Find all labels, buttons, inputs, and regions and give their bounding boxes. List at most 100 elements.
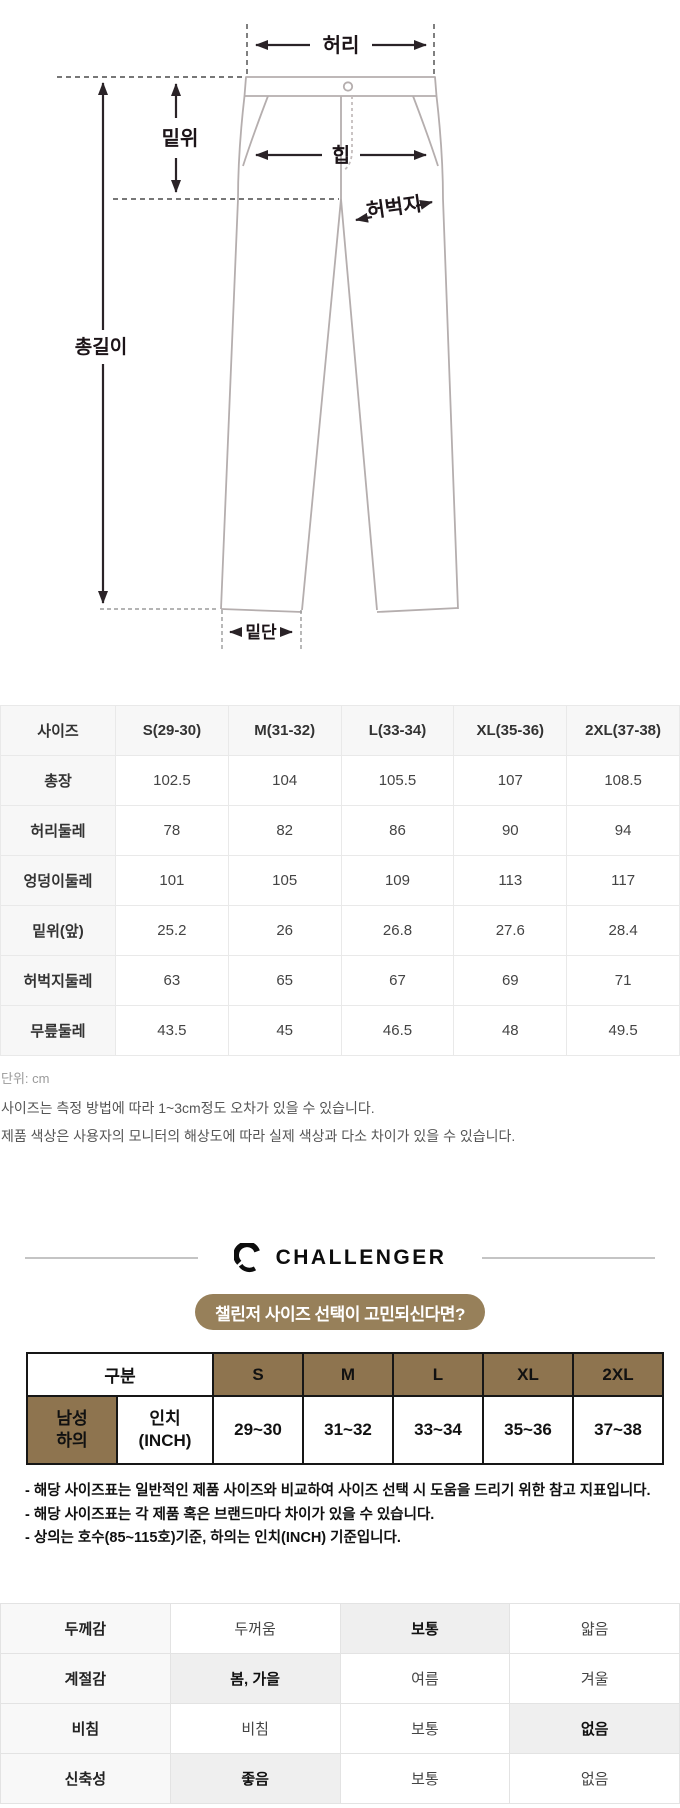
size-value-cell: 82 [227,805,342,856]
size-row-label: 밑위(앞) [0,905,116,956]
inch-value-cell: 31~32 [302,1395,394,1465]
attribute-option-cell: 얇음 [509,1603,680,1654]
size-value-cell: 65 [227,955,342,1006]
size-col-header: XL(35-36) [453,705,568,756]
size-notices: 사이즈는 측정 방법에 따라 1~3cm정도 오차가 있을 수 있습니다. 제품… [1,1100,515,1156]
attribute-option-cell: 보통 [339,1703,511,1754]
size-value-cell: 86 [340,805,455,856]
size-value-cell: 117 [566,855,680,906]
hem-label: 밑단 [245,623,277,642]
size-value-cell: 109 [340,855,455,906]
attribute-label-cell: 비침 [0,1703,171,1754]
unit-note: 단위: cm [1,1071,50,1086]
attribute-label-cell: 신축성 [0,1753,171,1804]
size-col-header: M(31-32) [227,705,342,756]
measurement-arrows [98,40,433,637]
size-table-row: 허벅지둘레 63 65 67 69 71 [0,955,680,1006]
size-table-row: 무릎둘레 43.5 45 46.5 48 49.5 [0,1005,680,1056]
brand-logo-row: CHALLENGER [0,1238,680,1278]
attributes-table: 두께감 두꺼움 보통 얇음 계절감 봄, 가을 여름 겨울 비침 비침 보통 없음 신축성 좋음 보통 없음 [0,1603,680,1804]
size-value-cell: 105.5 [340,755,455,806]
pants-measurement-diagram: 허리 밑위 힙 허벅지 총길이 밑단 [57,24,459,650]
inch-header-gubun: 구분 [26,1352,214,1397]
attribute-option-cell: 보통 [339,1753,511,1804]
guide-lines [57,24,435,200]
waist-label: 허리 [323,34,360,57]
inch-note-line: - 해당 사이즈표는 각 제품 혹은 브랜드마다 차이가 있을 수 있습니다. [25,1506,435,1523]
size-table-row: 밑위(앞) 25.2 26 26.8 27.6 28.4 [0,905,680,956]
size-value-cell: 113 [453,855,568,906]
inch-value-cell: 29~30 [212,1395,304,1465]
attribute-label-cell: 계절감 [0,1653,171,1704]
logo-divider-left [25,1257,198,1259]
size-value-cell: 43.5 [115,1005,229,1056]
attribute-option-cell: 비침 [169,1703,341,1754]
hem-guide-lines [100,608,302,650]
size-row-label: 허리둘레 [0,805,116,856]
attribute-option-cell: 좋음 [169,1753,341,1804]
size-col-header: S(29-30) [115,705,229,756]
thigh-label: 허벅지 [365,192,423,222]
inch-note-line: - 해당 사이즈표는 일반적인 제품 사이즈와 비교하여 사이즈 선택 시 도움… [25,1483,651,1499]
attribute-label-cell: 두께감 [0,1603,171,1654]
size-value-cell: 63 [115,955,229,1006]
size-value-cell: 71 [566,955,680,1006]
inch-guide-table: 구분 S M L XL 2XL 남성 하의 인치 (INCH) 29~30 31~32 33~34 3… [26,1352,664,1465]
size-table-row: 총장 102.5 104 105.5 107 108.5 [0,755,680,806]
logo-divider-right [482,1257,655,1259]
inch-size-header: 2XL [572,1352,664,1397]
brand-name: CHALLENGER [275,1246,447,1269]
attribute-option-cell: 봄, 가을 [169,1653,341,1704]
size-value-cell: 101 [115,855,229,906]
size-value-cell: 94 [566,805,680,856]
size-spec-table: 사이즈 S(29-30) M(31-32) L(33-34) XL(35-36) 2XL(… [0,705,680,1056]
inch-value-cell: 37~38 [572,1395,664,1465]
size-value-cell: 78 [115,805,229,856]
attribute-option-cell: 두꺼움 [169,1603,341,1654]
size-value-cell: 105 [227,855,342,906]
attribute-option-cell: 없음 [509,1753,680,1804]
challenger-c-icon [233,1242,260,1272]
size-row-label: 엉덩이둘레 [0,855,116,906]
inch-value-cell: 35~36 [482,1395,574,1465]
inch-guide-notes: - 해당 사이즈표는 일반적인 제품 사이즈와 비교하여 사이즈 선택 시 도움… [25,1484,651,1555]
total-length-label: 총길이 [75,336,127,358]
attribute-option-cell: 여름 [339,1653,511,1704]
attribute-option-cell: 겨울 [509,1653,680,1704]
size-col-header: 2XL(37-38) [566,705,680,756]
inch-size-header: XL [482,1352,574,1397]
size-value-cell: 67 [340,955,455,1006]
inch-size-header: M [302,1352,394,1397]
rise-label: 밑위 [162,127,199,150]
size-value-cell: 25.2 [115,905,229,956]
size-value-cell: 26 [227,905,342,956]
size-value-cell: 26.8 [340,905,455,956]
size-value-cell: 90 [453,805,568,856]
attribute-option-cell: 없음 [509,1703,680,1754]
size-value-cell: 45 [227,1005,342,1056]
size-table-row: 허리둘레 78 82 86 90 94 [0,805,680,856]
size-value-cell: 107 [453,755,568,806]
size-value-cell: 49.5 [566,1005,680,1056]
notice-line: 제품 색상은 사용자의 모니터의 해상도에 따라 실제 색상과 다소 차이가 있… [1,1128,516,1144]
size-table-row: 엉덩이둘레 101 105 109 113 117 [0,855,680,906]
attribute-option-cell: 보통 [339,1603,511,1654]
size-value-cell: 28.4 [566,905,680,956]
notice-line: 사이즈는 측정 방법에 따라 1~3cm정도 오차가 있을 수 있습니다. [1,1100,375,1116]
size-value-cell: 46.5 [340,1005,455,1056]
attribute-row: 신축성 좋음 보통 없음 [0,1753,680,1804]
attribute-row: 두께감 두꺼움 보통 얇음 [0,1603,680,1654]
inch-value-cell: 33~34 [392,1395,484,1465]
hip-label: 힙 [332,144,350,167]
size-row-label: 허벅지둘레 [0,955,116,1006]
size-value-cell: 69 [453,955,568,1006]
size-row-label: 총장 [0,755,116,806]
size-value-cell: 27.6 [453,905,568,956]
attribute-row: 계절감 봄, 가을 여름 겨울 [0,1653,680,1704]
size-value-cell: 102.5 [115,755,229,806]
inch-size-header: L [392,1352,484,1397]
brand-logo: CHALLENGER [198,1242,482,1274]
inch-note-line: - 상의는 호수(85~115호)기준, 하의는 인치(INCH) 기준입니다. [25,1530,401,1546]
inch-unit-cell: 인치 (INCH) [116,1395,214,1465]
